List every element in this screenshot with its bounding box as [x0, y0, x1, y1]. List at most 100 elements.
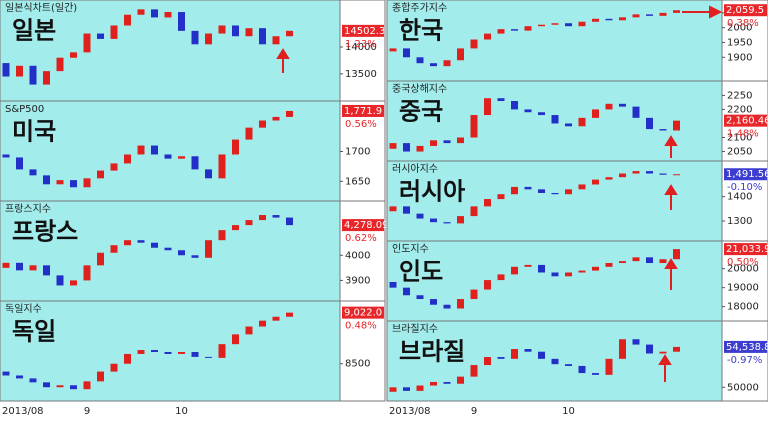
candle — [430, 381, 437, 386]
y-tick-label: 8500 — [345, 359, 370, 370]
candle — [578, 365, 586, 374]
candle — [16, 375, 23, 379]
candle — [659, 351, 667, 354]
candle — [2, 63, 10, 77]
candle — [457, 376, 464, 384]
candle — [578, 117, 586, 127]
candle — [632, 106, 640, 118]
plot-area — [0, 100, 341, 202]
candle — [470, 39, 478, 49]
candle — [137, 145, 145, 155]
candle — [178, 250, 185, 256]
candle — [592, 109, 599, 118]
candle — [70, 280, 77, 286]
candle — [403, 287, 410, 296]
candle — [286, 110, 293, 117]
price-box — [342, 306, 384, 319]
candle — [551, 23, 559, 25]
arrow-head — [276, 48, 290, 59]
candle — [218, 154, 226, 179]
candle — [205, 33, 212, 45]
market-label: 일본 — [12, 16, 56, 45]
price-box — [724, 243, 767, 256]
candle — [110, 163, 118, 171]
candle — [272, 316, 280, 321]
candle — [511, 266, 518, 275]
axis-area — [339, 200, 386, 302]
candle — [29, 65, 37, 85]
candle — [218, 230, 226, 241]
y-tick-label: 2200 — [727, 104, 752, 115]
candle — [619, 173, 626, 178]
candle — [416, 295, 424, 300]
candle — [524, 349, 532, 352]
candle — [403, 206, 410, 214]
candle — [16, 157, 23, 170]
candle — [646, 344, 653, 354]
candle — [551, 358, 559, 365]
candle — [430, 63, 437, 67]
candle — [646, 171, 653, 174]
y-tick-label: 2050 — [727, 147, 752, 158]
panel-title: 프랑스지수 — [5, 203, 51, 215]
x-tick-label: 10 — [175, 406, 188, 417]
candle — [286, 312, 293, 317]
candle — [83, 381, 91, 390]
candle — [497, 194, 505, 200]
candle — [164, 12, 172, 18]
candle — [218, 25, 226, 34]
candle — [673, 10, 680, 13]
candle — [259, 215, 266, 221]
candle — [205, 240, 212, 258]
candle — [443, 381, 451, 384]
candle — [205, 169, 212, 179]
candle — [218, 344, 226, 358]
candle — [164, 154, 172, 159]
candle — [524, 186, 532, 190]
candle — [97, 371, 104, 382]
candle — [619, 339, 626, 359]
candle — [151, 350, 158, 352]
candle — [430, 299, 437, 305]
last-price: 1,771.9 — [344, 106, 382, 117]
candle — [124, 154, 131, 164]
candle — [605, 18, 613, 21]
candle — [659, 259, 667, 264]
candle — [389, 206, 397, 212]
market-label: 브라질 — [399, 337, 465, 366]
candle — [259, 320, 266, 327]
candle — [578, 21, 586, 27]
y-tick-label: 4000 — [345, 250, 370, 261]
candle — [83, 178, 91, 188]
candle — [578, 184, 586, 190]
candle — [524, 26, 532, 31]
candle — [443, 140, 451, 144]
arrow-head — [709, 5, 723, 19]
candle — [673, 346, 680, 352]
candle — [632, 171, 640, 174]
candle — [56, 57, 64, 72]
candle — [457, 48, 464, 61]
y-tick-label: 14000 — [345, 42, 377, 53]
candle — [43, 382, 50, 388]
axis-area — [721, 320, 768, 402]
candle — [484, 199, 491, 207]
candle — [538, 189, 545, 193]
market-label: 한국 — [399, 16, 443, 45]
candle — [2, 262, 10, 268]
candle — [83, 33, 91, 53]
candle — [232, 334, 239, 345]
candle — [232, 225, 239, 231]
candle — [245, 127, 253, 140]
candle — [403, 387, 410, 391]
price-box — [724, 340, 767, 353]
candle — [430, 218, 437, 223]
candle — [191, 255, 199, 258]
x-tick-label: 2013/08 — [389, 406, 431, 417]
panel-title: 일본식차트(일간) — [5, 2, 77, 14]
market-label: 중국 — [399, 97, 443, 126]
x-tick-label: 10 — [562, 406, 575, 417]
candle — [151, 145, 158, 155]
last-price: 2,160.46 — [726, 116, 768, 127]
